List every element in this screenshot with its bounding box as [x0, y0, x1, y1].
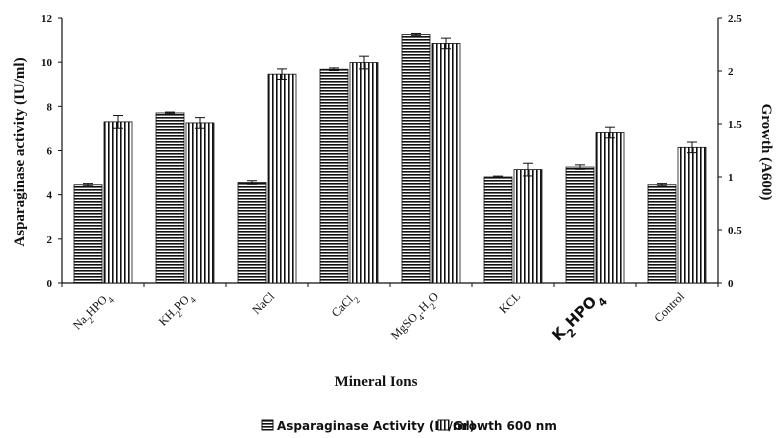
x-axis-title: Mineral Ions [335, 374, 418, 390]
bar-asparaginase [401, 34, 431, 284]
y-tick-label: 12 [41, 13, 53, 25]
x-tick-label-part: CaCl [329, 292, 357, 320]
y-tick-label: 2 [47, 234, 53, 246]
bar-growth [595, 132, 625, 284]
bar-asparaginase [155, 112, 185, 284]
y2-tick-label: 1.5 [728, 119, 742, 131]
y-tick-label: 4 [47, 190, 53, 202]
bar-asparaginase [237, 182, 267, 284]
y2-tick-label: 0 [728, 278, 734, 290]
y2-axis-title: Growth (A600) [758, 104, 774, 201]
bar-growth [677, 146, 707, 284]
bar-asparaginase [647, 184, 677, 284]
bar-growth [185, 122, 215, 284]
x-tick-label-part: Na [70, 312, 90, 332]
bar-asparaginase [565, 166, 595, 284]
x-tick-label: KH2PO4 [156, 289, 199, 332]
bar-growth [349, 62, 379, 284]
axes: 0 2 4 6 8 10 12 0 0.5 1 1.5 2 2.5 [41, 13, 742, 290]
bar-asparaginase [73, 184, 103, 284]
y-tick-label: 0 [47, 278, 53, 290]
bar-growth [431, 43, 461, 284]
x-tick-label: Control [651, 289, 687, 325]
legend-swatch-growth [437, 419, 450, 431]
bars [73, 32, 707, 284]
x-tick-label: K2HPO4 [548, 287, 610, 349]
y2-tick-label: 2.5 [728, 13, 742, 25]
x-tick-label: MgSO4.H2O [388, 289, 444, 345]
y2-tick-label: 1 [728, 172, 734, 184]
bar-growth [267, 73, 297, 284]
x-tick-label-subscript: 4 [188, 295, 199, 306]
x-tick-label-subscript: 2 [86, 315, 96, 325]
y-tick-label: 6 [47, 146, 53, 158]
x-tick-label-part: HPO [562, 293, 600, 331]
x-tick-label-subscript: 2 [352, 295, 362, 305]
x-tick-label-part: NaCl [249, 289, 277, 317]
x-tick-label-subscript: 4 [416, 312, 427, 323]
x-tick-label-part: O [425, 289, 441, 305]
x-tick-label-part: .H [414, 298, 432, 316]
bar-growth [103, 121, 133, 284]
x-tick-label-part: HPO [83, 292, 110, 319]
x-tick-label-part: KCL [496, 289, 523, 316]
x-tick-label-part: KH [156, 306, 178, 328]
x-tick-label-subscript: 2 [174, 309, 184, 319]
x-tick-label: Na2HPO4 [70, 289, 116, 335]
x-tick-label: CaCl2 [329, 289, 362, 322]
bar-growth [513, 169, 543, 284]
x-tick-label-subscript: 2 [428, 301, 438, 311]
bar-asparaginase [483, 176, 513, 284]
y-axis-title: Asparaginase activity (IU/ml) [12, 57, 28, 246]
legend-label-asparaginase: Asparaginase Activity (IU/ml) [277, 419, 475, 433]
y2-tick-label: 2 [728, 66, 734, 78]
y2-tick-label: 0.5 [728, 225, 742, 237]
x-tick-label: KCL [496, 289, 523, 316]
legend: Asparaginase Activity (IU/ml) Growth 600… [261, 419, 557, 433]
legend-swatch-asparaginase [261, 419, 274, 431]
y-tick-label: 8 [47, 101, 53, 113]
legend-label-growth: Growth 600 nm [453, 419, 557, 433]
x-tick-label-part: Control [651, 289, 687, 325]
x-tick-label-part: PO [171, 292, 192, 313]
x-tick-label: NaCl [249, 289, 277, 317]
y-tick-label: 10 [41, 57, 53, 69]
x-tick-label-part: MgSO [388, 310, 421, 343]
x-tick-label-subscript: 4 [106, 295, 117, 306]
bar-asparaginase [319, 68, 349, 284]
